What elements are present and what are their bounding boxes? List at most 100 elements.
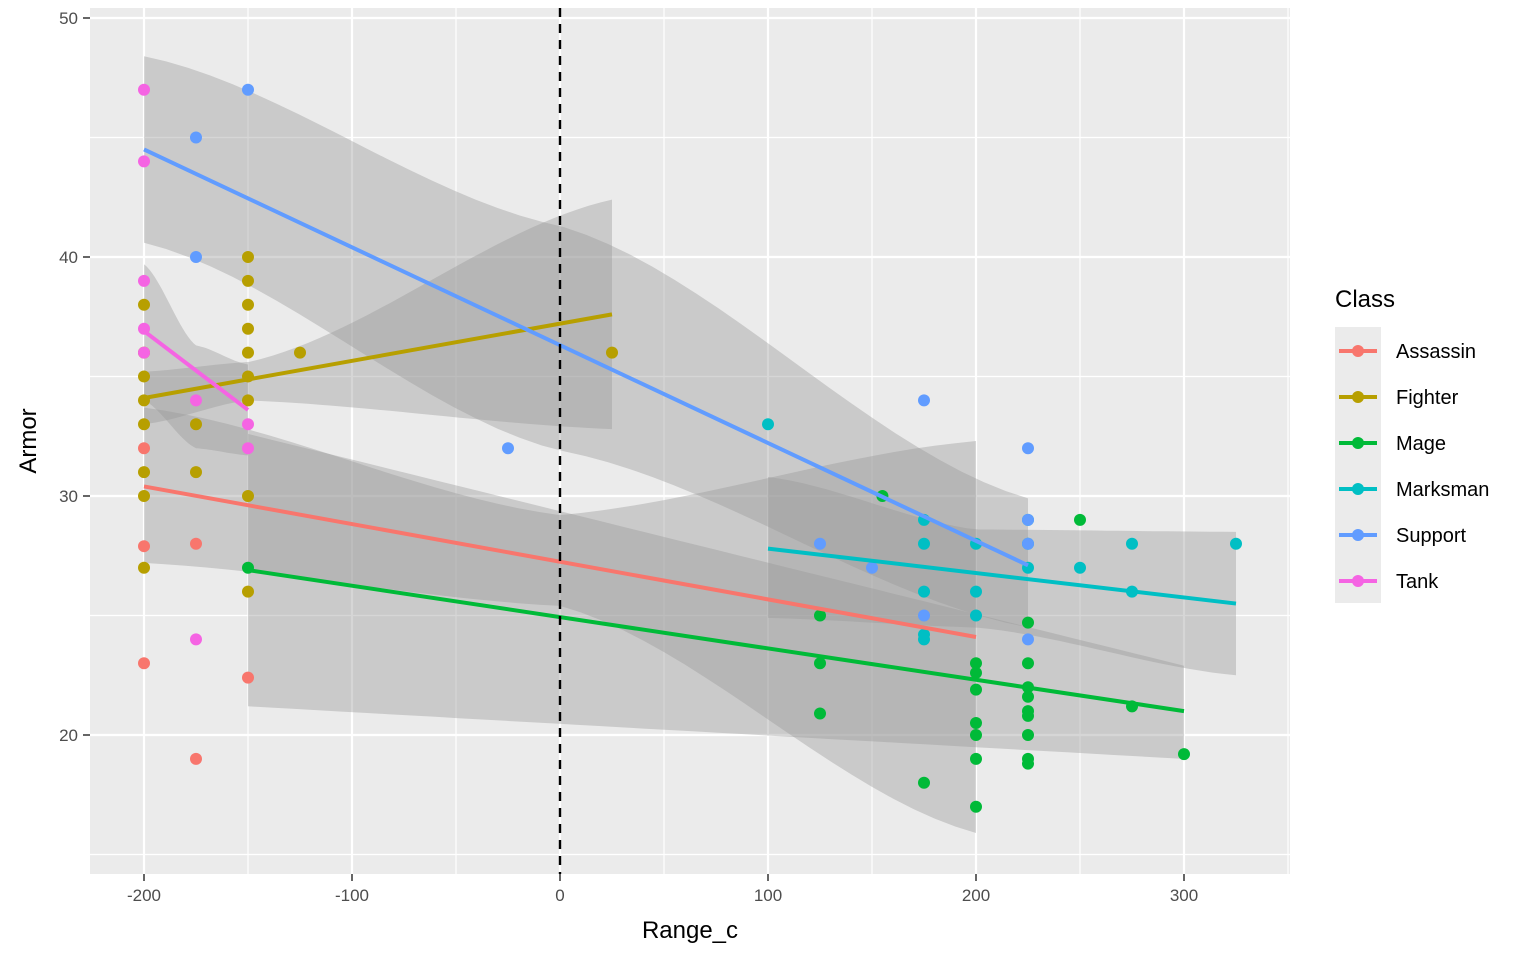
data-point-assassin [138,540,150,553]
data-point-marksman [1126,537,1138,550]
data-point-fighter [242,585,254,598]
data-point-support [1022,513,1034,526]
data-point-mage [1022,690,1034,703]
legend-point-mage [1352,437,1364,449]
data-point-mage [814,609,826,622]
data-point-support [814,537,826,550]
confidence-band-fighter [144,199,612,430]
x-tick-label: 100 [754,886,782,905]
panel-background [90,8,1290,874]
grid-lines [90,8,1290,874]
data-point-mage [970,729,982,741]
legend: Class Assassin Fighter Mage Marksman Support… [1335,286,1489,603]
data-point-marksman [970,609,982,622]
legend-label-fighter: Fighter [1396,387,1459,409]
legend-label-tank: Tank [1396,571,1439,593]
confidence-band-assassin [144,407,976,833]
data-point-fighter [138,466,150,479]
fit-line-tank [142,329,250,412]
data-point-tank [190,394,202,407]
y-tick-label: 50 [59,9,78,28]
y-tick-label: 40 [59,248,78,267]
data-point-fighter [138,418,150,431]
fit-lines [142,147,1237,714]
legend-point-fighter [1352,391,1364,403]
x-tick-label: 200 [962,886,990,905]
x-tick-label: -200 [127,886,161,905]
data-point-support [242,83,254,96]
data-point-tank [138,346,150,359]
data-point-mage [1074,513,1086,526]
data-point-assassin [138,657,150,670]
x-tick-label: 0 [555,886,564,905]
data-point-fighter [242,322,254,335]
confidence-band-support [144,56,1028,628]
data-point-support [502,442,514,455]
data-points [138,83,1242,813]
data-point-mage [1178,748,1190,761]
x-tick-label: -100 [335,886,369,905]
data-point-fighter [138,298,150,311]
data-point-mage [970,666,982,679]
fit-line-mage [247,568,1185,714]
data-point-fighter [242,394,254,407]
x-tick-label: 300 [1170,886,1198,905]
data-point-mage [970,717,982,730]
data-point-marksman [1074,561,1086,574]
data-point-mage [814,657,826,670]
fit-line-assassin [143,484,977,639]
data-point-fighter [242,490,254,502]
fit-line-support [143,147,1029,568]
y-tick-label: 20 [59,726,78,745]
data-point-fighter [242,346,254,359]
legend-point-assassin [1352,345,1364,357]
fit-line-marksman [767,546,1237,606]
data-point-fighter [138,561,150,574]
data-point-support [918,609,930,622]
data-point-fighter [138,490,150,502]
data-point-assassin [242,671,254,684]
data-point-mage [918,776,930,789]
legend-label-support: Support [1396,525,1466,547]
data-point-fighter [138,370,150,383]
data-point-support [918,394,930,407]
data-point-support [190,131,202,144]
data-point-fighter [294,346,306,359]
data-point-mage [1022,757,1034,770]
data-point-fighter [606,346,618,359]
data-point-marksman [918,633,930,646]
data-point-mage [1022,657,1034,670]
data-point-support [866,561,878,574]
data-point-tank [138,155,150,168]
data-point-mage [1022,616,1034,629]
legend-point-support [1352,529,1364,541]
data-point-fighter [190,466,202,479]
legend-label-marksman: Marksman [1396,479,1489,501]
data-point-marksman [918,585,930,598]
data-point-fighter [242,274,254,287]
data-point-fighter [242,298,254,311]
legend-label-assassin: Assassin [1396,341,1476,363]
data-point-marksman [1230,537,1242,550]
legend-point-marksman [1352,483,1364,495]
data-point-mage [970,800,982,813]
data-point-tank [138,83,150,96]
legend-point-tank [1352,575,1364,587]
data-point-support [1022,442,1034,455]
legend-label-mage: Mage [1396,433,1446,455]
x-axis-title: Range_c [642,917,738,944]
data-point-tank [190,633,202,646]
data-point-mage [970,657,982,670]
data-point-mage [1022,729,1034,741]
data-point-tank [242,442,254,455]
data-point-support [1022,633,1034,646]
data-point-marksman [762,418,774,431]
data-point-mage [814,707,826,720]
y-tick-label: 30 [59,487,78,506]
axes: -200 -100 0 100 200 300 20 30 40 50 [59,9,1198,905]
data-point-tank [138,274,150,287]
data-point-support [190,251,202,263]
data-point-marksman [918,537,930,550]
fit-line-fighter [143,312,613,400]
